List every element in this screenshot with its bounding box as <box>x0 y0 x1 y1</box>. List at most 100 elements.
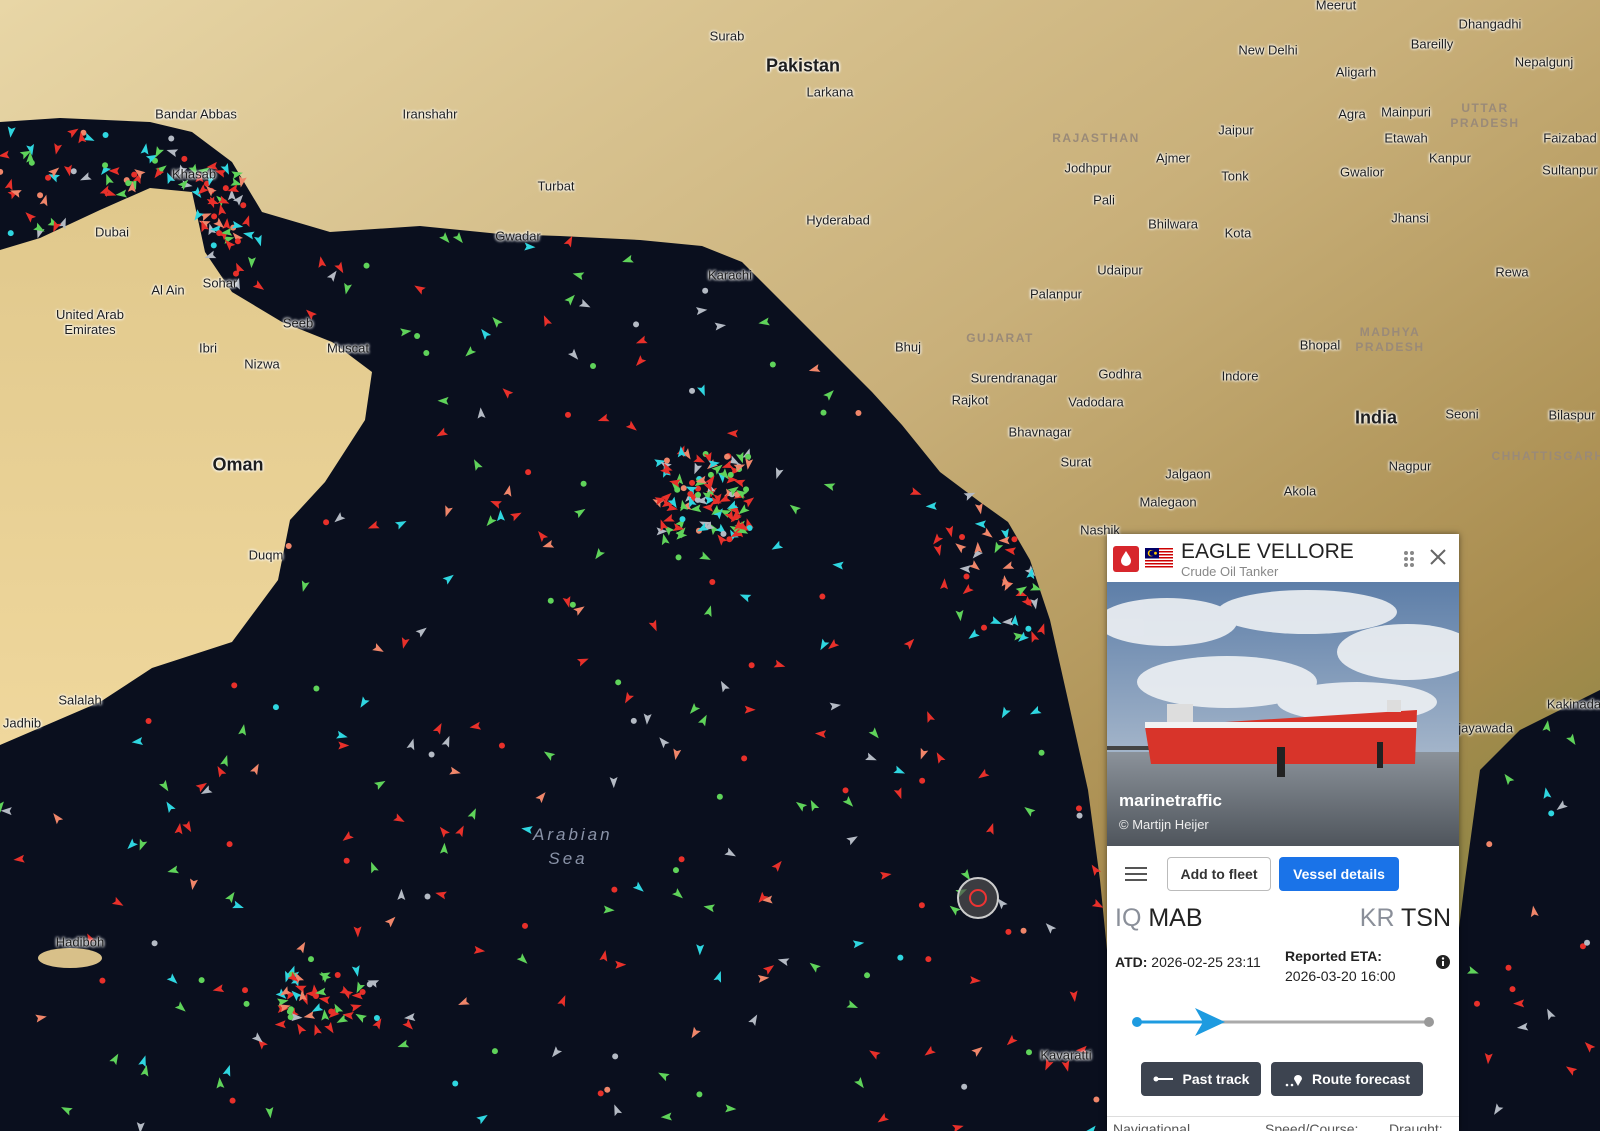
vessel-marker[interactable] <box>1001 528 1011 540</box>
vessel-marker[interactable] <box>50 220 62 234</box>
vessel-marker[interactable] <box>893 787 905 800</box>
vessel-marker[interactable] <box>609 777 618 789</box>
vessel-marker[interactable] <box>373 1014 380 1021</box>
vessel-marker[interactable] <box>688 1026 701 1041</box>
vessel-marker[interactable] <box>1030 597 1040 610</box>
vessel-marker[interactable] <box>0 168 4 175</box>
vessel-marker[interactable] <box>731 519 745 532</box>
vessel-marker[interactable] <box>1028 705 1042 718</box>
vessel-marker[interactable] <box>777 955 790 967</box>
vessel-marker[interactable] <box>930 533 944 547</box>
vessel-marker[interactable] <box>366 520 380 532</box>
vessel-marker[interactable] <box>726 429 739 438</box>
vessel-marker[interactable] <box>265 1107 274 1119</box>
vessel-marker[interactable] <box>659 533 670 546</box>
vessel-marker[interactable] <box>136 838 148 852</box>
vessel-marker[interactable] <box>994 896 1008 910</box>
vessel-marker[interactable] <box>668 477 681 488</box>
vessel-marker[interactable] <box>253 234 265 248</box>
vessel-marker[interactable] <box>1022 804 1036 817</box>
vessel-marker[interactable] <box>729 528 743 541</box>
vessel-marker[interactable] <box>251 1032 266 1045</box>
vessel-marker[interactable] <box>396 1039 410 1051</box>
vessel-marker[interactable] <box>599 949 609 962</box>
vessel-marker[interactable] <box>243 1000 250 1007</box>
vessel-marker[interactable] <box>291 1013 303 1022</box>
vessel-marker[interactable] <box>970 547 984 562</box>
vessel-marker[interactable] <box>125 180 132 187</box>
vessel-marker[interactable] <box>234 238 241 245</box>
vessel-marker[interactable] <box>132 166 146 179</box>
vessel-marker[interactable] <box>59 1104 73 1116</box>
vessel-marker[interactable] <box>240 202 247 209</box>
vessel-marker[interactable] <box>138 1054 149 1068</box>
vessel-marker[interactable] <box>250 762 262 776</box>
vessel-marker[interactable] <box>222 237 236 251</box>
vessel-marker[interactable] <box>9 187 22 198</box>
vessel-marker[interactable] <box>131 171 138 178</box>
vessel-marker[interactable] <box>216 203 227 216</box>
close-button[interactable] <box>1429 548 1447 566</box>
vessel-marker[interactable] <box>199 210 213 222</box>
vessel-marker[interactable] <box>397 888 406 900</box>
vessel-marker[interactable] <box>695 475 708 486</box>
vessel-marker[interactable] <box>498 742 505 749</box>
vessel-marker[interactable] <box>773 467 784 480</box>
vessel-marker[interactable] <box>323 519 330 526</box>
vessel-marker[interactable] <box>1091 899 1105 911</box>
vessel-marker[interactable] <box>758 317 770 327</box>
vessel-marker[interactable] <box>826 639 840 652</box>
vessel-marker[interactable] <box>744 458 754 470</box>
vessel-marker[interactable] <box>400 327 412 337</box>
vessel-marker[interactable] <box>111 896 125 909</box>
vessel-marker[interactable] <box>679 516 686 523</box>
vessel-marker[interactable] <box>981 624 988 631</box>
vessel-marker[interactable] <box>656 527 668 536</box>
vessel-marker[interactable] <box>680 485 687 492</box>
vessel-marker[interactable] <box>1038 749 1045 756</box>
vessel-marker[interactable] <box>603 905 615 915</box>
past-track-button[interactable]: Past track <box>1141 1062 1261 1096</box>
vessel-marker[interactable] <box>510 509 523 522</box>
vessel-marker[interactable] <box>33 222 47 235</box>
vessel-marker[interactable] <box>691 462 703 476</box>
vessel-marker[interactable] <box>455 824 467 838</box>
vessel-marker[interactable] <box>326 1007 340 1021</box>
vessel-marker[interactable] <box>721 460 734 471</box>
vessel-marker[interactable] <box>439 842 449 854</box>
vessel-marker[interactable] <box>214 764 227 778</box>
vessel-marker[interactable] <box>787 501 801 515</box>
vessel-marker[interactable] <box>1582 1039 1596 1053</box>
vessel-marker[interactable] <box>968 560 983 573</box>
vessel-marker[interactable] <box>525 469 532 476</box>
vessel-marker[interactable] <box>677 446 686 458</box>
vessel-marker[interactable] <box>442 572 457 585</box>
vessel-marker[interactable] <box>463 346 477 359</box>
vessel-marker[interactable] <box>807 798 820 812</box>
vessel-marker[interactable] <box>880 870 892 880</box>
vessel-marker[interactable] <box>213 217 227 231</box>
vessel-marker[interactable] <box>724 847 737 860</box>
vessel-marker[interactable] <box>604 1086 611 1093</box>
vessel-marker[interactable] <box>7 230 14 237</box>
vessel-marker[interactable] <box>77 131 87 144</box>
vessel-marker[interactable] <box>334 261 346 276</box>
vessel-marker[interactable] <box>1542 720 1551 732</box>
add-to-fleet-button[interactable]: Add to fleet <box>1167 857 1271 891</box>
vessel-marker[interactable] <box>4 178 16 191</box>
vessel-marker[interactable] <box>145 718 152 725</box>
vessel-marker[interactable] <box>1025 599 1032 606</box>
vessel-marker[interactable] <box>151 167 165 181</box>
vessel-marker[interactable] <box>971 1044 985 1057</box>
vessel-marker[interactable] <box>654 495 668 505</box>
vessel-marker[interactable] <box>48 164 62 178</box>
vessel-marker[interactable] <box>918 902 925 909</box>
vessel-marker[interactable] <box>909 487 923 498</box>
vessel-marker[interactable] <box>206 196 218 209</box>
vessel-marker[interactable] <box>339 985 353 998</box>
vessel-marker[interactable] <box>657 518 669 532</box>
vessel-marker[interactable] <box>457 997 470 1009</box>
vessel-marker[interactable] <box>394 517 408 530</box>
vessel-marker[interactable] <box>569 601 576 608</box>
vessel-marker[interactable] <box>58 216 70 230</box>
